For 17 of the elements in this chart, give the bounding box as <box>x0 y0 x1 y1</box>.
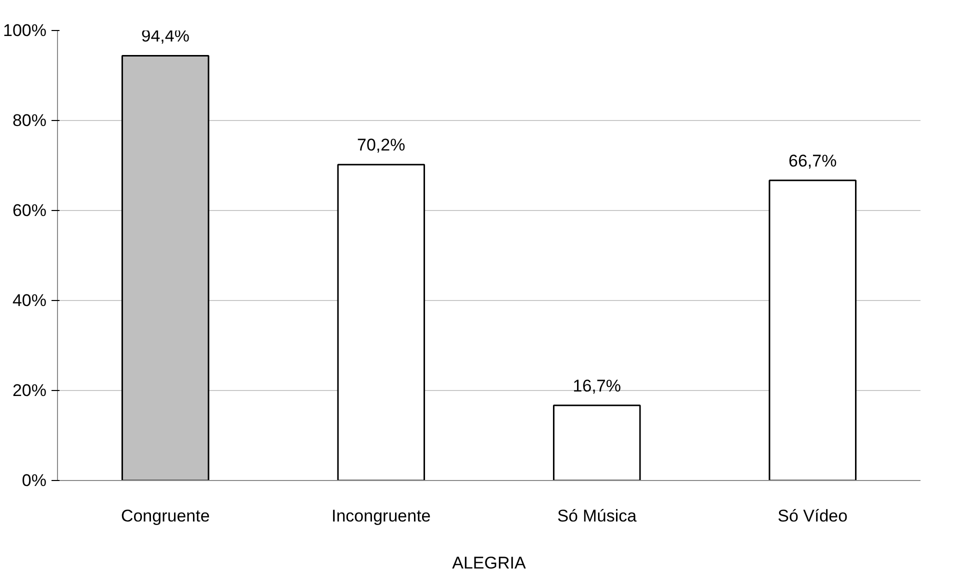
y-tick-label: 100% <box>3 21 47 40</box>
bar <box>337 164 426 480</box>
x-tick-label: Só Vídeo <box>778 506 848 526</box>
data-label: 16,7% <box>572 376 621 396</box>
x-tick-label: Só Música <box>557 506 638 526</box>
y-tick-label: 0% <box>22 471 47 490</box>
y-tick-label: 80% <box>12 111 47 130</box>
x-tick-label: Incongruente <box>332 506 431 526</box>
bar <box>552 404 641 480</box>
data-label: 66,7% <box>788 151 837 170</box>
x-tick-label: Congruente <box>120 506 210 526</box>
data-label: 70,2% <box>357 136 406 155</box>
bar <box>768 180 857 480</box>
y-tick-label: 40% <box>12 291 47 310</box>
y-tick-label: 20% <box>12 381 47 400</box>
y-tick-label: 60% <box>12 201 47 220</box>
x-axis-title: ALEGRIA <box>452 554 527 572</box>
